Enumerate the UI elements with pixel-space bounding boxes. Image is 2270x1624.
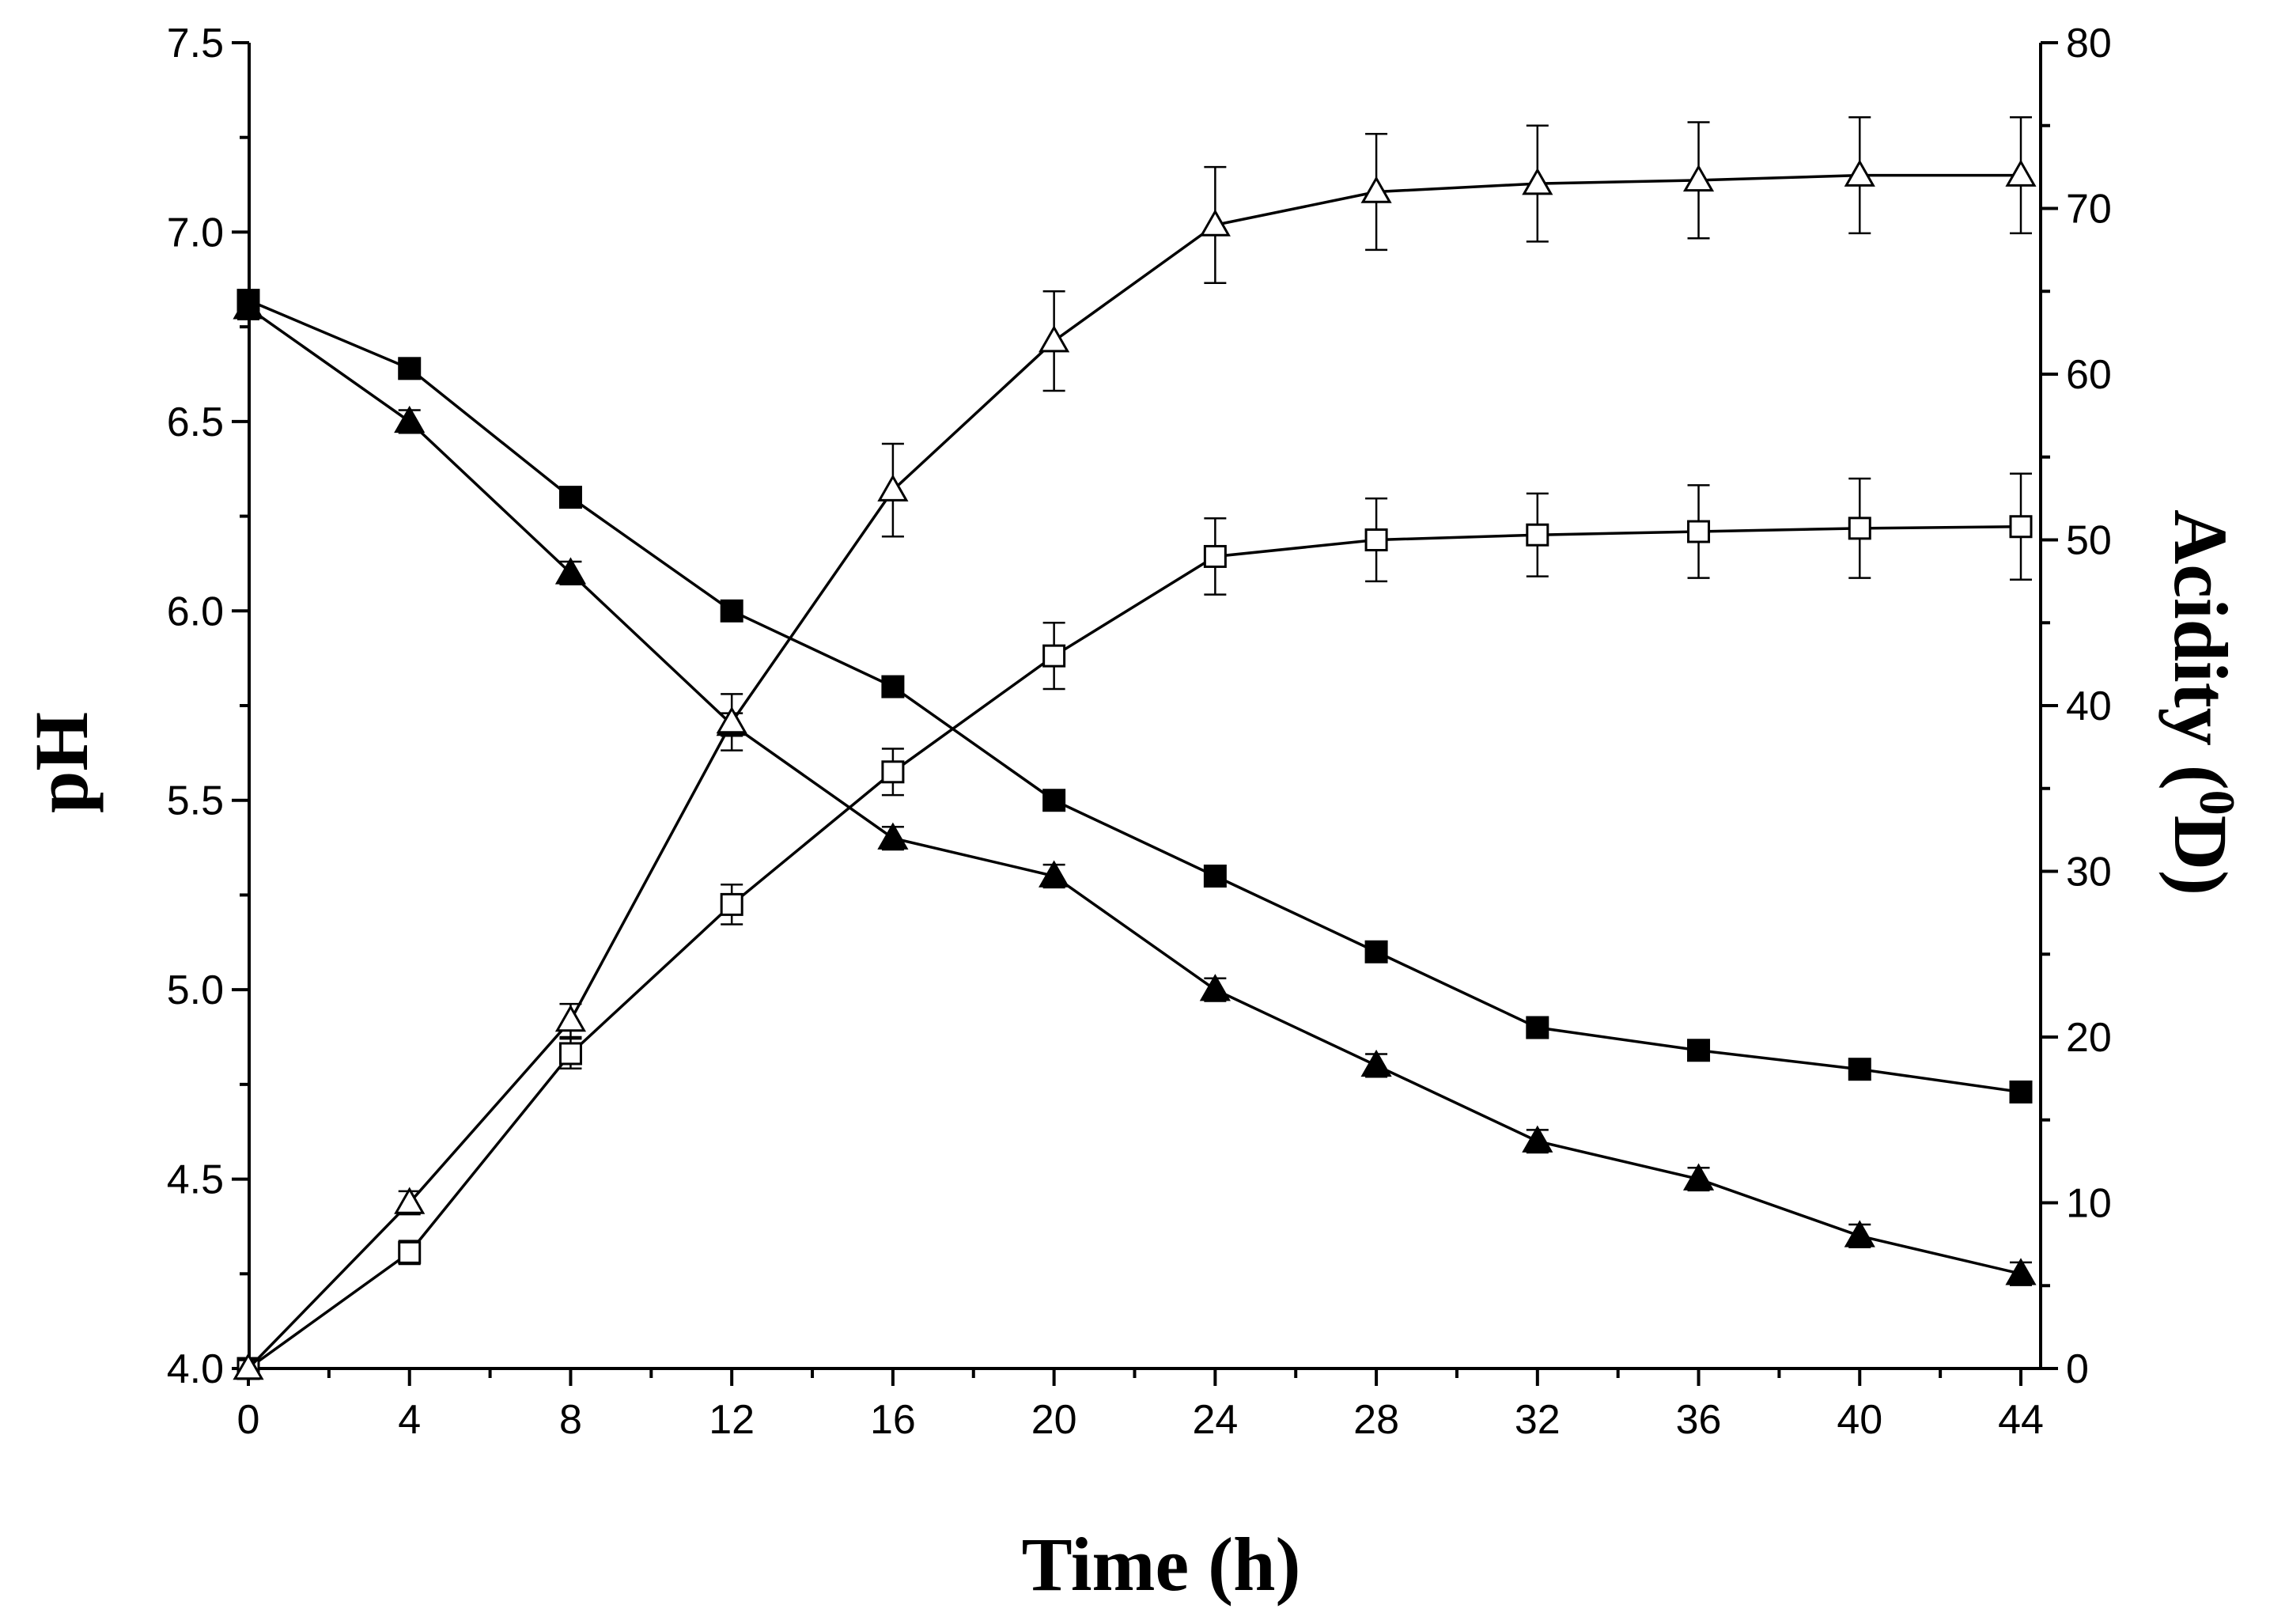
series-line (247, 173, 2021, 1370)
x-tick-label: 0 (237, 1397, 260, 1443)
data-point-triangle (1199, 974, 1231, 1001)
x-tick-label: 12 (709, 1397, 755, 1443)
data-point-square (1203, 544, 1227, 568)
data-point-triangle (394, 405, 426, 433)
series-line (247, 306, 2022, 1275)
x-tick-label: 24 (1192, 1397, 1238, 1443)
right-y-axis-title: Acidity (0D) (2158, 509, 2245, 895)
data-point-square (881, 760, 905, 784)
right-y-tick-label: 40 (2066, 683, 2112, 729)
data-point-square (1848, 517, 1871, 540)
data-point-triangle (554, 557, 587, 585)
left-y-tick-label: 6.0 (167, 589, 224, 634)
data-point-triangle (716, 706, 747, 734)
x-tick-label: 40 (1837, 1397, 1882, 1443)
right-y-tick-label: 10 (2066, 1181, 2112, 1227)
left-y-tick-label: 6.5 (167, 399, 224, 445)
right-y-tick-label: 80 (2066, 21, 2112, 66)
right-y-axis-title-suffix: D) (2158, 816, 2243, 895)
data-point-triangle (233, 292, 264, 320)
x-tick-label: 44 (1998, 1397, 2044, 1443)
data-point-triangle (1039, 860, 1070, 888)
series-4 (233, 116, 2037, 1380)
data-point-square (881, 675, 905, 698)
data-point-triangle (233, 1352, 264, 1380)
left-y-axis-title: pH (19, 712, 104, 813)
series-line (247, 524, 2022, 1370)
left-y-tick-label: 4.5 (167, 1157, 224, 1203)
data-point-square (1687, 520, 1711, 543)
data-point-square (720, 599, 743, 623)
data-point-triangle (554, 1005, 587, 1032)
data-point-square (1687, 1039, 1711, 1062)
data-point-square (1042, 644, 1066, 668)
data-point-triangle (1199, 209, 1231, 237)
x-tick-label: 32 (1515, 1397, 1561, 1443)
right-y-axis-title-superscript: 0 (2189, 790, 2245, 816)
x-tick-label: 28 (1353, 1397, 1399, 1443)
data-point-triangle (2005, 1258, 2037, 1285)
data-point-square (1848, 1058, 1871, 1081)
data-point-square (1203, 864, 1227, 888)
data-point-triangle (877, 822, 909, 850)
right-y-axis-title-prefix: Acidity ( (2158, 509, 2243, 790)
data-point-triangle (2005, 159, 2037, 187)
data-point-square (1526, 523, 1549, 547)
right-y-tick-label: 20 (2066, 1015, 2112, 1061)
right-y-tick-label: 50 (2066, 518, 2112, 564)
series-1 (236, 289, 2033, 1103)
data-point-triangle (1682, 1163, 1715, 1191)
data-point-triangle (1844, 159, 1875, 187)
left-y-tick-label: 5.5 (167, 778, 224, 824)
left-y-tick-label: 4.0 (167, 1346, 224, 1392)
axes-group: 0 4 8 12 16 20 24 28 32 36 40 44 4.0 4.5 5.0 5.5 6.0 6.5 7… (167, 21, 2112, 1443)
data-point-triangle (1682, 164, 1715, 192)
right-y-tick-label: 0 (2066, 1346, 2089, 1392)
right-y-tick-label: 60 (2066, 352, 2112, 398)
x-tick-label: 16 (870, 1397, 916, 1443)
data-point-triangle (1522, 168, 1553, 195)
data-point-triangle (1360, 1049, 1392, 1077)
data-point-square (558, 486, 582, 509)
series-group (233, 116, 2037, 1380)
x-tick-label: 20 (1031, 1397, 1077, 1443)
data-point-square (1364, 528, 1388, 551)
left-y-tick-label: 7.0 (167, 210, 224, 256)
data-point-triangle (1522, 1125, 1553, 1153)
left-y-tick-label: 5.0 (167, 967, 224, 1013)
x-tick-label: 8 (559, 1397, 582, 1443)
data-point-square (398, 357, 422, 380)
data-point-square (720, 892, 743, 916)
data-point-triangle (1360, 176, 1392, 203)
data-point-square (558, 1042, 582, 1066)
data-point-square (1526, 1016, 1549, 1039)
data-point-square (2009, 1080, 2033, 1103)
data-point-triangle (877, 474, 909, 502)
data-point-square (2009, 515, 2033, 539)
data-point-square (1364, 940, 1388, 963)
data-point-triangle (394, 1187, 426, 1214)
x-tick-label: 36 (1676, 1397, 1722, 1443)
right-y-tick-label: 30 (2066, 850, 2112, 895)
series-line (248, 299, 2022, 1094)
data-point-square (1042, 789, 1066, 812)
left-y-tick-label: 7.5 (167, 21, 224, 66)
data-point-triangle (1844, 1220, 1875, 1247)
x-tick-label: 4 (398, 1397, 421, 1443)
data-point-triangle (1039, 325, 1070, 353)
x-axis-title: Time (h) (1022, 1522, 1301, 1607)
right-y-tick-label: 70 (2066, 187, 2112, 233)
data-point-square (398, 1240, 422, 1264)
series-3 (236, 472, 2033, 1380)
